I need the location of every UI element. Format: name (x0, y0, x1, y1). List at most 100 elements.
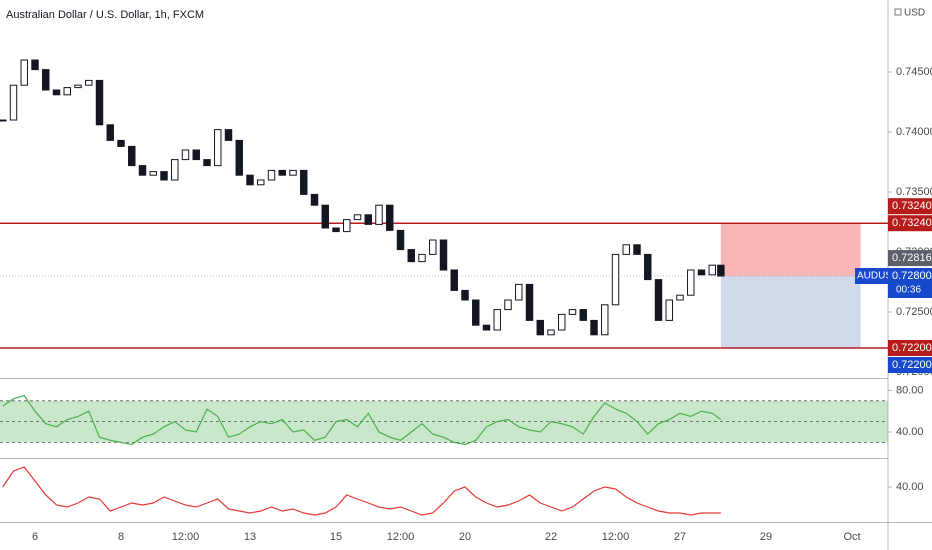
x-tick-label: 20 (459, 531, 471, 543)
candle (579, 309, 587, 321)
candle (160, 171, 168, 181)
candle (644, 253, 652, 281)
price-tag (888, 250, 932, 267)
candle (590, 319, 598, 336)
x-tick-label: 8 (118, 531, 124, 543)
candle (31, 59, 39, 71)
price-tag (888, 340, 932, 356)
x-tick-label: 12:00 (602, 531, 630, 543)
candle (0, 119, 7, 122)
candle (364, 214, 372, 225)
candle (504, 299, 512, 311)
candle (42, 69, 50, 91)
candle (472, 299, 480, 326)
y-tick-label: 80.00 (896, 384, 924, 396)
y-tick-label: 0.74500 (896, 66, 932, 78)
candle (171, 159, 179, 181)
symbol-tag-label: AUDUSD (857, 271, 899, 282)
x-tick-label: 15 (330, 531, 342, 543)
price-tag-label: 0.72816 (892, 252, 932, 264)
candle (708, 264, 716, 276)
candle (128, 145, 136, 167)
price-tag-label: 0.72800 (892, 270, 932, 282)
candle (375, 204, 383, 225)
y-tick-label: 0.73500 (896, 186, 932, 198)
currency[interactable]: USD (904, 8, 925, 19)
candle (332, 227, 340, 233)
candle (396, 229, 405, 251)
candle (439, 239, 448, 271)
candle (300, 169, 308, 195)
candle (235, 139, 243, 176)
candle (85, 79, 93, 86)
x-tick-label: 13 (244, 531, 256, 543)
candle (203, 159, 211, 167)
price-tag-label: 0.73240 (892, 217, 932, 229)
candle (697, 269, 706, 276)
candle (622, 244, 630, 255)
price-tag-label: 0.73240 (892, 200, 932, 212)
price-tag (888, 357, 932, 373)
y-tick-label: 0.72500 (896, 306, 932, 318)
candle (52, 89, 61, 96)
candle (450, 269, 458, 291)
candle (310, 193, 319, 206)
candle (63, 87, 71, 96)
candle (611, 253, 620, 306)
candle (633, 244, 641, 255)
candle (353, 214, 362, 221)
candle (654, 279, 663, 321)
candle (547, 329, 555, 336)
candle (289, 169, 297, 176)
countdown: 00:36 (896, 285, 921, 296)
x-tick-label: Oct (843, 531, 860, 543)
candle (418, 253, 426, 263)
candle (429, 239, 437, 255)
candle (568, 309, 577, 315)
candle (117, 139, 125, 147)
candle (536, 319, 544, 336)
candle (20, 59, 28, 86)
price-tag (888, 268, 932, 298)
target-zone (720, 276, 861, 348)
candle (181, 149, 190, 161)
candle (493, 309, 501, 331)
candle (558, 313, 566, 331)
candle (74, 84, 82, 89)
x-tick-label: 6 (32, 531, 38, 543)
y-tick-label: 0.74000 (896, 126, 932, 138)
symbol-tag (855, 268, 888, 284)
candle (386, 204, 394, 231)
candle (138, 165, 147, 176)
x-tick-label: 29 (760, 531, 772, 543)
candle (95, 79, 104, 126)
candle (106, 124, 114, 141)
candle (343, 219, 351, 233)
candle (224, 129, 233, 141)
price-tag (888, 198, 932, 215)
chart-title: Australian Dollar / U.S. Dollar, 1h, FXC… (6, 9, 204, 21)
candle (717, 264, 725, 277)
candle (321, 204, 329, 229)
candle (192, 149, 200, 161)
stop-zone (720, 223, 861, 276)
candle (267, 169, 276, 181)
candle (515, 283, 523, 301)
candle (687, 269, 695, 296)
y-tick-label: 40.00 (896, 481, 924, 493)
candle (665, 299, 673, 321)
lock-icon[interactable] (894, 8, 902, 16)
candle (525, 283, 534, 321)
candle (246, 174, 254, 186)
indicator-line (2, 466, 721, 516)
candle (601, 304, 609, 336)
x-tick-label: 27 (674, 531, 686, 543)
indicator-line (2, 394, 722, 446)
price-tag-label: 0.72200 (892, 342, 932, 354)
candle (407, 249, 415, 263)
candle (676, 294, 684, 301)
candle (461, 289, 469, 301)
candle (214, 129, 222, 167)
price-tag (888, 215, 932, 232)
